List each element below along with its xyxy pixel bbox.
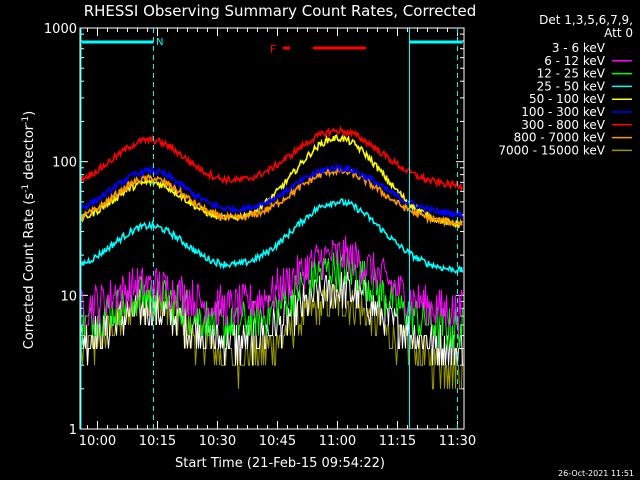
- status-markers: N F: [80, 28, 463, 429]
- legend-entry-label: 100 - 300 keV: [521, 105, 605, 119]
- legend-entry-label: 3 - 6 keV: [552, 41, 606, 55]
- y-tick-label: 1000: [44, 22, 77, 37]
- series-group: [80, 125, 464, 390]
- legend-entry-label: 7000 - 15000 keV: [498, 143, 605, 157]
- x-tick-label: 10:30: [199, 434, 236, 449]
- legend-entry-label: 800 - 7000 keV: [514, 131, 606, 145]
- series-line-800to7000keV: [80, 165, 463, 229]
- legend-entry-label: 300 - 800 keV: [521, 118, 605, 132]
- flare-label: F: [270, 43, 276, 56]
- legend-header-1: Det 1,3,5,6,7,9,: [539, 13, 633, 27]
- y-tick-label: 100: [52, 156, 77, 171]
- legend-entry-label: 12 - 25 keV: [537, 67, 606, 81]
- x-tick-label: 10:15: [139, 434, 176, 449]
- x-tick-label: 10:45: [259, 434, 296, 449]
- y-tick-label: 10: [60, 289, 77, 304]
- x-tick-label: 11:00: [319, 434, 356, 449]
- x-axis-label: Start Time (21-Feb-15 09:54:22): [175, 456, 385, 471]
- series-line-3to6keV: [81, 271, 463, 366]
- chart-title: RHESSI Observing Summary Count Rates, Co…: [84, 2, 477, 20]
- timestamp: 26-Oct-2021 11:51: [558, 469, 634, 478]
- legend-entry-label: 25 - 50 keV: [537, 79, 606, 93]
- series-line-25to50keV: [80, 198, 464, 275]
- series-line-6to12keV: [81, 235, 463, 336]
- legend-entry-label: 50 - 100 keV: [529, 92, 606, 106]
- series-line-300to800keV: [80, 125, 464, 192]
- series-line-12to25keV: [81, 249, 463, 349]
- x-tick-label: 10:00: [79, 434, 116, 449]
- plot-frame: [79, 27, 465, 430]
- series-line-100to300keV: [80, 163, 464, 220]
- y-tick-label: 1: [69, 423, 77, 438]
- x-tick-label: 11:30: [439, 434, 476, 449]
- legend-header-2: Att 0: [604, 26, 633, 40]
- x-axis: 10:00 10:15 10:30 10:45 11:00 11:15 11:30: [79, 28, 476, 449]
- y-axis-label: Corrected Count Rate (s-1 detector-1): [21, 111, 37, 349]
- legend-entry-label: 6 - 12 keV: [544, 54, 606, 68]
- night-label: N: [156, 37, 163, 48]
- x-tick-label: 11:15: [379, 434, 416, 449]
